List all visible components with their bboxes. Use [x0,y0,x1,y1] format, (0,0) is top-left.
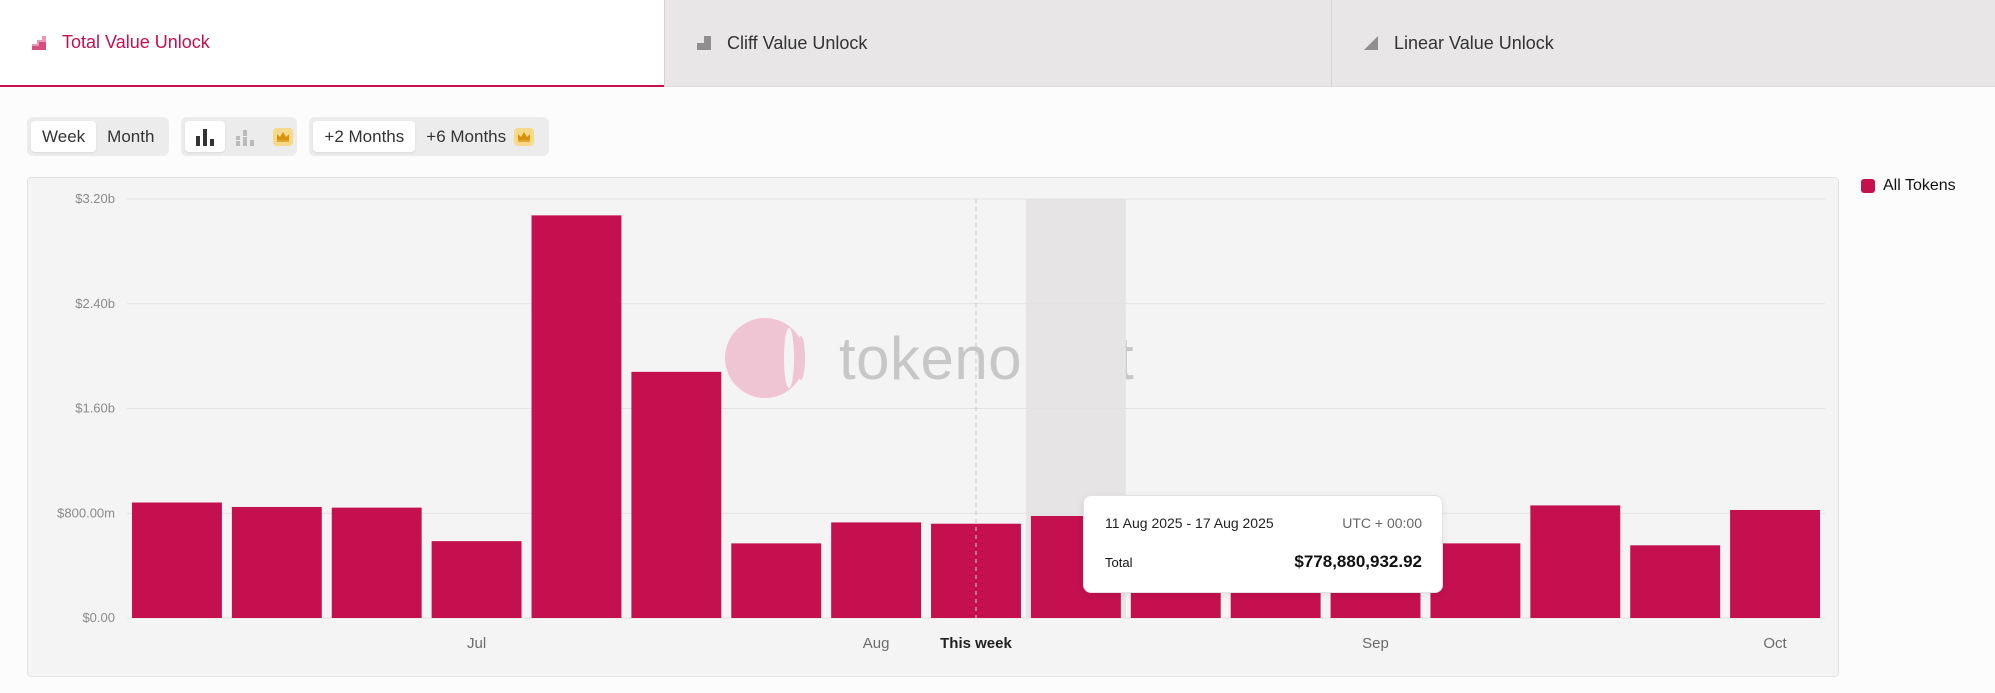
cliff-step-icon [695,34,713,52]
y-tick-label: $2.40b [75,296,115,311]
week-button[interactable]: Week [31,121,97,152]
chart-tooltip: 11 Aug 2025 - 17 Aug 2025 UTC + 00:00 To… [1083,495,1443,593]
period-toggle: Week Month [27,117,170,156]
x-tick-label: Oct [1763,635,1787,652]
month-button[interactable]: Month [107,126,155,146]
tab-label: Cliff Value Unlock [727,32,868,53]
tab-label: Total Value Unlock [62,32,210,52]
range-toggle: +2 Months +6 Months [309,117,550,156]
bar [331,507,422,618]
y-tick-label: $3.20b [75,191,115,206]
crown-icon [514,127,535,146]
unlock-type-tabs: Total Value Unlock Cliff Value Unlock Li… [0,0,1995,87]
stacked-bar-icon [236,129,255,146]
legend-swatch [1861,179,1875,193]
tokenomist-logo-icon [725,318,805,398]
linear-ramp-icon [1362,34,1380,52]
two-months-button[interactable]: +2 Months [313,121,416,152]
pie-steps-icon [30,34,48,52]
y-tick-label: $0.00 [82,610,115,625]
chart-mode-toggle [181,117,298,156]
x-tick-label: Aug [863,635,890,652]
tab-linear-value-unlock[interactable]: Linear Value Unlock [1331,0,1995,86]
bar [631,371,722,618]
y-tick-label: $1.60b [75,401,115,416]
tooltip-timezone: UTC + 00:00 [1342,515,1422,531]
x-tick-label: Sep [1362,635,1389,652]
bar [731,543,822,618]
stacked-bar-button[interactable] [225,121,265,152]
unlock-bar-chart: $0.00 $800.00m $1.60b $2.40b $3.20b Jul Aug Thi… [57,191,1825,652]
bar [1430,543,1521,618]
six-months-label: +6 Months [426,126,507,146]
bar [231,506,322,618]
tab-cliff-value-unlock[interactable]: Cliff Value Unlock [664,0,1331,86]
bar [1530,505,1621,618]
y-tick-label: $800.00m [57,505,115,520]
bar [431,541,522,618]
crown-icon [273,127,294,146]
tooltip-label: Total [1105,555,1133,570]
bar-chart-button[interactable] [185,121,226,152]
bar [831,522,922,618]
six-months-button[interactable]: +6 Months [415,121,545,152]
tooltip-value: $778,880,932.92 [1294,552,1422,571]
bar [1630,545,1721,618]
tab-total-value-unlock[interactable]: Total Value Unlock [0,0,664,87]
bar-chart-icon [196,128,215,146]
bar [531,215,622,618]
bar [1730,509,1821,618]
x-tick-label: This week [940,635,1012,652]
legend-label: All Tokens [1883,177,1956,194]
tab-label: Linear Value Unlock [1394,32,1554,53]
tooltip-date-range: 11 Aug 2025 - 17 Aug 2025 [1105,515,1274,531]
x-tick-label: Jul [467,635,486,652]
bar [131,502,222,618]
chart-controls: Week Month +2 Months +6 Months [27,117,550,156]
chart-legend[interactable]: All Tokens [1861,177,1956,195]
